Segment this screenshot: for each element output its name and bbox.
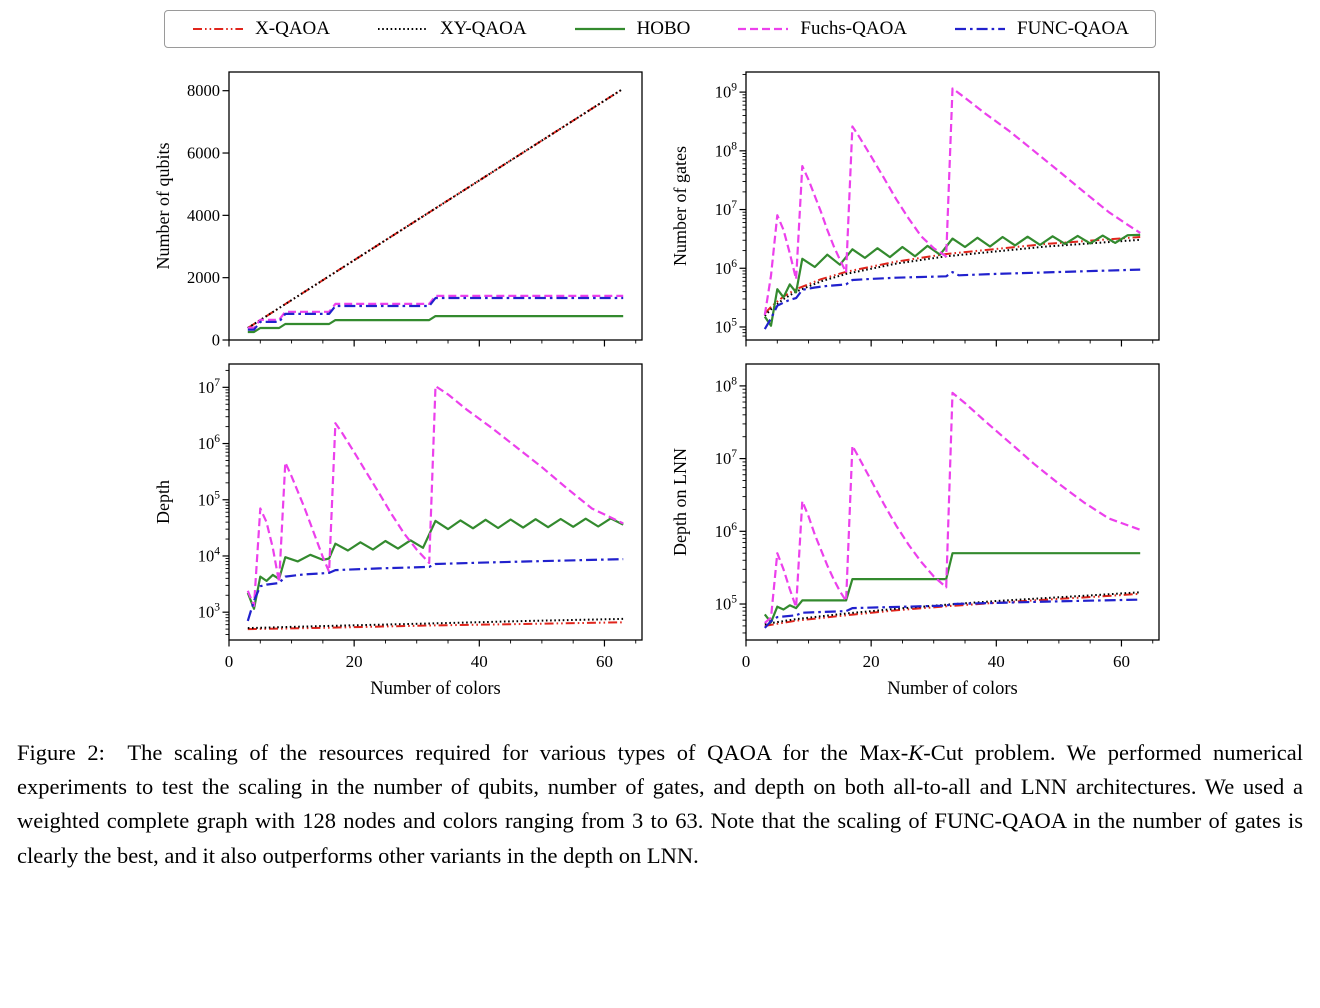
- svg-text:Number of qubits: Number of qubits: [153, 143, 173, 270]
- chart-qubits: 0 2000 4000 6000 8000 Number of qubits: [153, 71, 643, 350]
- svg-text:107: 107: [715, 199, 738, 219]
- svg-text:20: 20: [346, 652, 363, 671]
- caption-italic-k: K: [908, 740, 924, 765]
- svg-text:20: 20: [863, 652, 880, 671]
- legend-item-hobo: HOBO: [573, 18, 691, 40]
- chart-depth_lnn: 0 20 40 60 Number of colors 105 106 107 108 Depth…: [670, 363, 1160, 699]
- svg-text:104: 104: [198, 545, 221, 565]
- y-axis: 105 106 107 108 109 Number of gates: [670, 73, 746, 337]
- svg-text:2000: 2000: [187, 268, 220, 287]
- svg-text:4000: 4000: [187, 206, 220, 225]
- svg-text:109: 109: [715, 82, 738, 102]
- svg-text:60: 60: [1113, 652, 1130, 671]
- svg-text:40: 40: [471, 652, 488, 671]
- legend-line-sample-func: [955, 27, 1006, 31]
- series-xy_qaoa-line: [764, 591, 1141, 626]
- legend-item-xy_qaoa: XY-QAOA: [376, 18, 527, 40]
- svg-text:106: 106: [198, 433, 221, 453]
- legend-label-xy_qaoa: XY-QAOA: [440, 18, 527, 39]
- series-func-line: [763, 268, 1141, 330]
- y-axis: 105 106 107 108 Depth on LNN: [670, 375, 746, 634]
- series-hobo-line: [246, 517, 624, 610]
- svg-text:Number of colors: Number of colors: [887, 679, 1018, 699]
- svg-text:0: 0: [212, 331, 220, 350]
- svg-text:105: 105: [715, 594, 738, 614]
- series-xy_qaoa-line: [247, 617, 624, 630]
- chart-gates: 105 106 107 108 109 Number of gates: [670, 71, 1160, 347]
- y-axis: 0 2000 4000 6000 8000 Number of qubits: [153, 81, 229, 350]
- legend-item-x_qaoa: X-QAOA: [191, 18, 330, 40]
- svg-text:103: 103: [198, 602, 221, 622]
- svg-text:0: 0: [742, 652, 751, 671]
- legend-line-sample-hobo: [574, 27, 625, 31]
- series-func-line: [247, 296, 624, 331]
- figure-caption: Figure 2: The scaling of the resources r…: [17, 736, 1303, 873]
- svg-text:6000: 6000: [187, 144, 220, 163]
- svg-text:8000: 8000: [187, 81, 220, 100]
- legend-item-fuchs: Fuchs-QAOA: [736, 18, 907, 40]
- series-group: [763, 391, 1141, 629]
- figure-page: X-QAOA XY-QAOA HOBO Fuchs-QAOA FUNC-QAOA 0 20…: [0, 10, 1320, 873]
- legend-label-hobo: HOBO: [636, 18, 691, 39]
- series-group: [246, 385, 624, 631]
- x-axis: 0 20 40 60 Number of colors: [225, 640, 637, 699]
- svg-text:105: 105: [198, 489, 221, 509]
- svg-text:0: 0: [225, 652, 234, 671]
- svg-text:105: 105: [715, 316, 738, 336]
- series-group: [763, 87, 1141, 330]
- series-hobo-line: [247, 315, 624, 334]
- legend-line-sample-x_qaoa: [193, 28, 244, 30]
- legend-item-func: FUNC-QAOA: [953, 18, 1129, 40]
- plot-frame: [228, 363, 643, 641]
- legend-label-x_qaoa: X-QAOA: [255, 18, 330, 39]
- svg-text:107: 107: [198, 377, 221, 397]
- series-fuchs-line: [763, 87, 1141, 316]
- svg-text:Number of colors: Number of colors: [370, 679, 501, 699]
- series-fuchs-line: [246, 385, 624, 607]
- legend-label-fuchs: Fuchs-QAOA: [800, 18, 908, 39]
- x-axis: [228, 340, 637, 347]
- svg-text:108: 108: [715, 140, 738, 160]
- series-hobo-line: [763, 233, 1141, 327]
- legend-label-func: FUNC-QAOA: [1017, 18, 1129, 39]
- legend-line-sample-fuchs: [738, 27, 789, 31]
- series-xy_qaoa-line: [764, 238, 1141, 317]
- svg-text:Depth on LNN: Depth on LNN: [670, 448, 690, 556]
- series-group: [247, 87, 624, 334]
- caption-text: Figure 2: The scaling of the resources r…: [17, 740, 909, 765]
- chart-depth: 0 20 40 60 Number of colors 103 104 105 106 107 De…: [153, 363, 643, 699]
- plot-legend: X-QAOA XY-QAOA HOBO Fuchs-QAOA FUNC-QAOA: [164, 10, 1156, 48]
- svg-text:40: 40: [988, 652, 1005, 671]
- series-fuchs-line: [247, 294, 624, 329]
- series-xy_qaoa-line: [247, 87, 624, 329]
- series-func-line: [246, 558, 624, 622]
- svg-text:106: 106: [715, 258, 738, 278]
- y-axis: 103 104 105 106 107 Depth: [153, 369, 229, 636]
- x-axis: 0 20 40 60 Number of colors: [742, 640, 1154, 699]
- legend-line-sample-xy_qaoa: [378, 28, 428, 30]
- series-x_qaoa-line: [247, 621, 624, 631]
- svg-text:Depth: Depth: [153, 480, 173, 524]
- x-axis: [745, 340, 1154, 347]
- svg-text:106: 106: [715, 521, 738, 541]
- series-x_qaoa-line: [764, 236, 1141, 315]
- svg-text:107: 107: [715, 448, 738, 468]
- svg-text:108: 108: [715, 375, 738, 395]
- charts-grid: 0 2000 4000 6000 8000 Number of qubits 105 106 1…: [0, 62, 1320, 706]
- caption-text: -Cut problem. We performed numerical exp…: [17, 740, 1303, 868]
- plot-frame: [745, 363, 1160, 641]
- series-fuchs-line: [764, 391, 1141, 624]
- series-x_qaoa-line: [764, 592, 1141, 627]
- series-func-line: [763, 598, 1141, 629]
- svg-text:60: 60: [596, 652, 613, 671]
- svg-text:Number of gates: Number of gates: [670, 146, 690, 266]
